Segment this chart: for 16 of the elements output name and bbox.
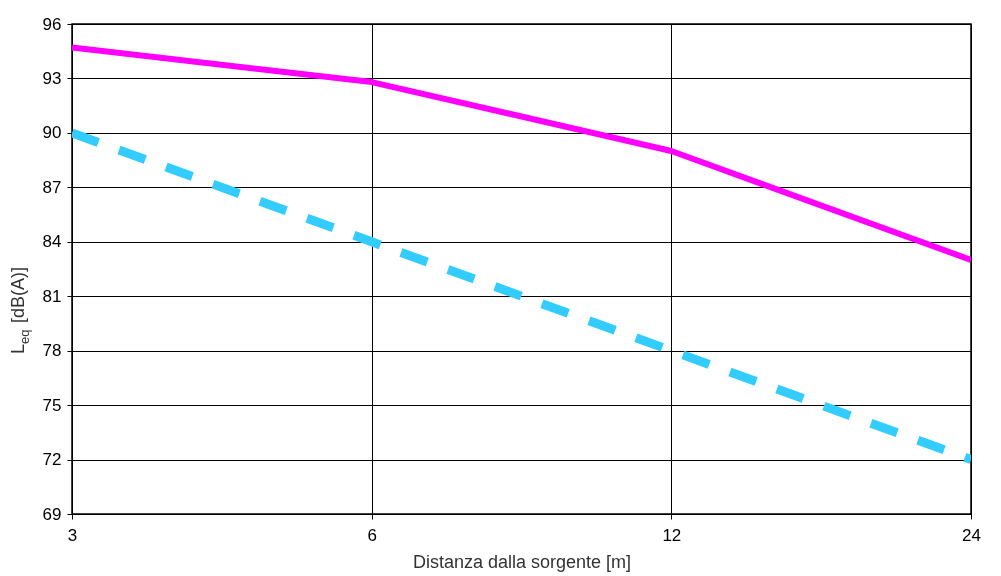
y-tick-label: 78 [42,341,62,361]
x-tick-label: 24 [962,525,981,545]
y-axis-title: Leq [dB(A)] [8,266,32,354]
y-tick-label: 81 [42,286,62,306]
y-tick-label: 72 [42,450,62,470]
y-tick-label: 75 [42,395,62,415]
y-tick-label: 96 [42,14,62,34]
y-tick-label: 87 [42,177,62,197]
x-tick-label: 6 [367,525,377,545]
y-tick-label: 69 [42,504,62,524]
x-tick-label: 12 [662,525,682,545]
y-tick-label: 84 [42,232,62,252]
y-tick-label: 90 [42,123,62,143]
x-axis-title: Distanza dalla sorgente [m] [412,551,632,572]
y-tick-label: 93 [42,68,62,88]
x-tick-label: 3 [67,525,78,545]
